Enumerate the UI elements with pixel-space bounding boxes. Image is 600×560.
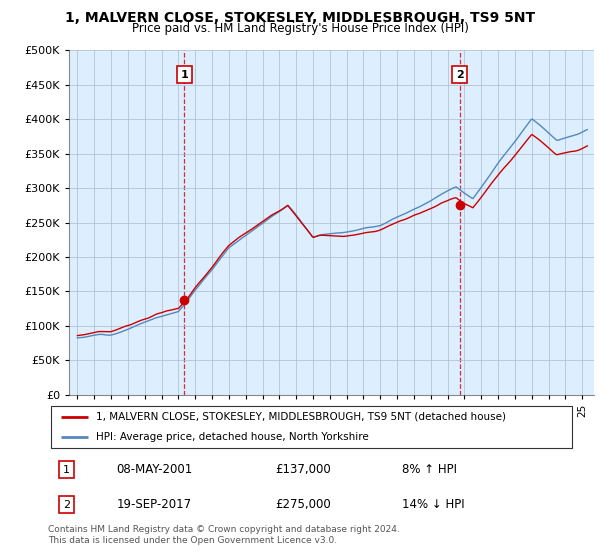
Text: Price paid vs. HM Land Registry's House Price Index (HPI): Price paid vs. HM Land Registry's House … (131, 22, 469, 35)
Text: 1, MALVERN CLOSE, STOKESLEY, MIDDLESBROUGH, TS9 5NT: 1, MALVERN CLOSE, STOKESLEY, MIDDLESBROU… (65, 11, 535, 25)
Text: 8% ↑ HPI: 8% ↑ HPI (402, 464, 457, 477)
Text: 1: 1 (63, 465, 70, 475)
FancyBboxPatch shape (50, 405, 572, 449)
Text: 2: 2 (63, 500, 70, 510)
Text: 14% ↓ HPI: 14% ↓ HPI (402, 498, 464, 511)
Text: 1: 1 (181, 69, 188, 80)
Text: 19-SEP-2017: 19-SEP-2017 (116, 498, 192, 511)
Text: £137,000: £137,000 (275, 464, 331, 477)
Text: Contains HM Land Registry data © Crown copyright and database right 2024.
This d: Contains HM Land Registry data © Crown c… (48, 525, 400, 545)
Text: 2: 2 (456, 69, 464, 80)
Text: £275,000: £275,000 (275, 498, 331, 511)
Text: 1, MALVERN CLOSE, STOKESLEY, MIDDLESBROUGH, TS9 5NT (detached house): 1, MALVERN CLOSE, STOKESLEY, MIDDLESBROU… (95, 412, 506, 422)
Text: HPI: Average price, detached house, North Yorkshire: HPI: Average price, detached house, Nort… (95, 432, 368, 442)
Text: 08-MAY-2001: 08-MAY-2001 (116, 464, 193, 477)
